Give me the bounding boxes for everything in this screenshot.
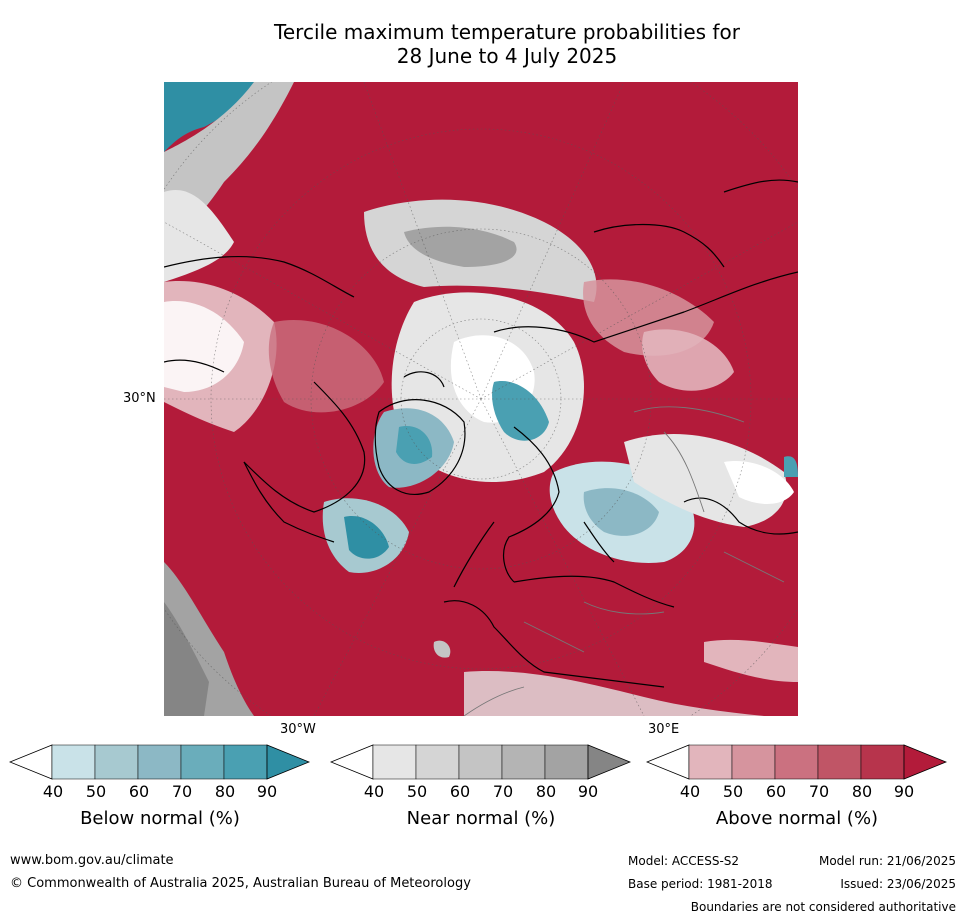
colorbar-swatch-low (330, 744, 374, 780)
colorbar-swatch (180, 744, 225, 780)
colorbar-near-normal (330, 744, 631, 780)
colorbar-swatch (51, 744, 96, 780)
footer-disclaimer: Boundaries are not considered authoritat… (690, 900, 956, 914)
colorbar-swatch (501, 744, 546, 780)
tick-near-70: 70 (492, 782, 514, 801)
footer-issued: Issued: 23/06/2025 (840, 877, 956, 891)
tick-below-50: 50 (85, 782, 107, 801)
colorbar-swatch (223, 744, 268, 780)
tick-above-80: 80 (851, 782, 873, 801)
footer-model-run: Model run: 21/06/2025 (818, 854, 956, 868)
tick-above-60: 60 (765, 782, 787, 801)
tick-above-90: 90 (893, 782, 915, 801)
footer-model: Model: ACCESS-S2 (628, 854, 740, 868)
tick-near-40: 40 (363, 782, 385, 801)
colorbar-label-above: Above normal (%) (715, 808, 879, 829)
map-field (164, 82, 798, 716)
forecast-map (164, 82, 798, 716)
colorbar-swatch (817, 744, 862, 780)
colorbar-swatch (415, 744, 460, 780)
footer-base-period: Base period: 1981-2018 (628, 877, 773, 891)
colorbar-above-normal-swatches (646, 744, 947, 780)
tick-below-70: 70 (171, 782, 193, 801)
colorbar-swatch (94, 744, 139, 780)
colorbar-swatch (731, 744, 776, 780)
title-line-2: 28 June to 4 July 2025 (396, 44, 618, 68)
tick-below-90: 90 (256, 782, 278, 801)
colorbar-swatch (860, 744, 905, 780)
colorbar-swatch-high (903, 744, 947, 780)
tick-near-60: 60 (449, 782, 471, 801)
colorbar-label-near: Near normal (%) (406, 808, 556, 829)
tick-above-70: 70 (808, 782, 830, 801)
colorbar-label-below: Below normal (%) (80, 808, 240, 829)
lon-label-30e: 30°E (648, 722, 680, 737)
colorbar-near-normal-swatches (330, 744, 631, 780)
colorbar-swatch (372, 744, 417, 780)
tick-below-80: 80 (214, 782, 236, 801)
colorbar-swatch (774, 744, 819, 780)
colorbar-above-normal (646, 744, 947, 780)
tick-above-40: 40 (679, 782, 701, 801)
footer-copyright: © Commonwealth of Australia 2025, Austra… (10, 876, 471, 891)
tick-below-60: 60 (128, 782, 150, 801)
lon-label-30w: 30°W (280, 722, 316, 737)
title-line-1: Tercile maximum temperature probabilitie… (274, 20, 740, 44)
tick-near-90: 90 (577, 782, 599, 801)
tick-above-50: 50 (722, 782, 744, 801)
tick-near-50: 50 (406, 782, 428, 801)
tick-below-40: 40 (42, 782, 64, 801)
colorbar-below-normal-swatches (9, 744, 310, 780)
colorbar-swatch (688, 744, 733, 780)
chart-title: Tercile maximum temperature probabilitie… (0, 20, 965, 68)
colorbar-swatch-high (266, 744, 310, 780)
colorbar-swatch-low (9, 744, 53, 780)
tick-near-80: 80 (535, 782, 557, 801)
colorbar-swatch (544, 744, 589, 780)
footer-url[interactable]: www.bom.gov.au/climate (10, 853, 174, 868)
colorbar-swatch-low (646, 744, 690, 780)
lat-label-30n: 30°N (123, 391, 156, 406)
colorbar-swatch (137, 744, 182, 780)
colorbar-below-normal (9, 744, 310, 780)
colorbar-swatch (458, 744, 503, 780)
colorbar-swatch-high (587, 744, 631, 780)
